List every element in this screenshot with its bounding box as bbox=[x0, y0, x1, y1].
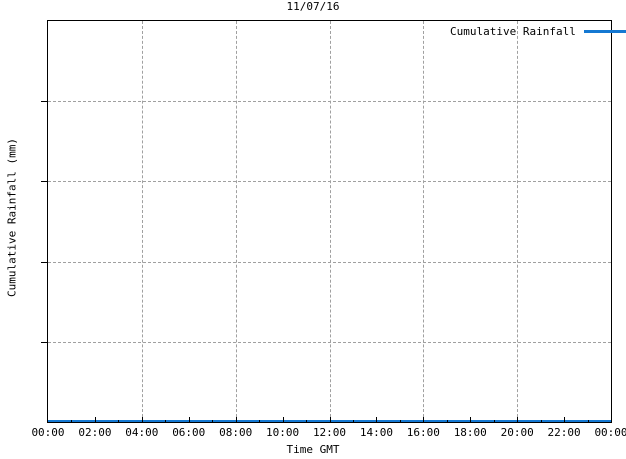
x-axis-tick-mark-minor bbox=[399, 420, 401, 423]
x-axis-tick-mark-major bbox=[470, 417, 472, 423]
gridline-vertical bbox=[423, 21, 425, 422]
x-axis-tick-mark-major bbox=[423, 417, 425, 423]
x-axis-tick-label: 00:00 bbox=[594, 426, 626, 439]
x-axis-tick-mark-major bbox=[517, 417, 519, 423]
legend: Cumulative Rainfall bbox=[450, 26, 626, 37]
x-axis-tick-label: 08:00 bbox=[219, 426, 253, 439]
x-axis-tick-label: 02:00 bbox=[78, 426, 112, 439]
x-axis-tick-label: 00:00 bbox=[31, 426, 65, 439]
x-axis-tick-mark-minor bbox=[212, 420, 214, 423]
y-axis-tick-mark bbox=[41, 341, 47, 343]
chart-title: 11/07/16 bbox=[286, 0, 340, 13]
gridline-vertical bbox=[329, 21, 331, 422]
x-axis-tick-mark-minor bbox=[259, 420, 261, 423]
legend-label-cumulative-rainfall: Cumulative Rainfall bbox=[450, 25, 576, 38]
x-axis-tick-label: 16:00 bbox=[406, 426, 440, 439]
x-axis-tick-label: 22:00 bbox=[547, 426, 581, 439]
x-axis-tick-mark-major bbox=[235, 417, 237, 423]
gridline-vertical bbox=[235, 21, 237, 422]
x-axis-tick-mark-minor bbox=[165, 420, 167, 423]
x-axis-tick-mark-minor bbox=[118, 420, 120, 423]
y-axis-tick-mark bbox=[41, 101, 47, 103]
y-axis-tick-mark bbox=[41, 261, 47, 263]
x-axis-tick-label: 14:00 bbox=[359, 426, 393, 439]
x-axis-title: Time GMT bbox=[286, 443, 340, 456]
x-axis-tick-mark-major bbox=[564, 417, 566, 423]
x-axis-tick-mark-minor bbox=[587, 420, 589, 423]
x-axis-tick-label: 18:00 bbox=[453, 426, 487, 439]
x-axis-tick-mark-minor bbox=[352, 420, 354, 423]
plot-area bbox=[47, 20, 612, 423]
gridline-vertical bbox=[517, 21, 519, 422]
x-axis-tick-label: 10:00 bbox=[266, 426, 300, 439]
x-axis-tick-label: 12:00 bbox=[312, 426, 347, 439]
x-axis-tick-mark-major bbox=[94, 417, 96, 423]
x-axis-tick-mark-major bbox=[141, 417, 143, 423]
x-axis-tick-mark-minor bbox=[446, 420, 448, 423]
x-axis-tick-mark-minor bbox=[71, 420, 73, 423]
x-axis-tick-label: 20:00 bbox=[500, 426, 534, 439]
x-axis-tick-label: 06:00 bbox=[172, 426, 206, 439]
x-axis-tick-label: 04:00 bbox=[125, 426, 159, 439]
x-axis-tick-mark-minor bbox=[306, 420, 308, 423]
x-axis-tick-mark-major bbox=[282, 417, 284, 423]
x-axis-tick-mark-major bbox=[376, 417, 378, 423]
series-layer bbox=[48, 21, 611, 422]
x-axis-tick-mark-minor bbox=[493, 420, 495, 423]
gridline-vertical bbox=[141, 21, 143, 422]
x-axis-tick-mark-major bbox=[329, 417, 331, 423]
y-axis-title: Cumulative Rainfall (mm) bbox=[5, 138, 19, 297]
x-axis-tick-mark-major bbox=[188, 417, 190, 423]
y-axis-tick-mark bbox=[41, 181, 47, 183]
x-axis-tick-mark-minor bbox=[540, 420, 542, 423]
legend-swatch-cumulative-rainfall bbox=[583, 30, 626, 33]
